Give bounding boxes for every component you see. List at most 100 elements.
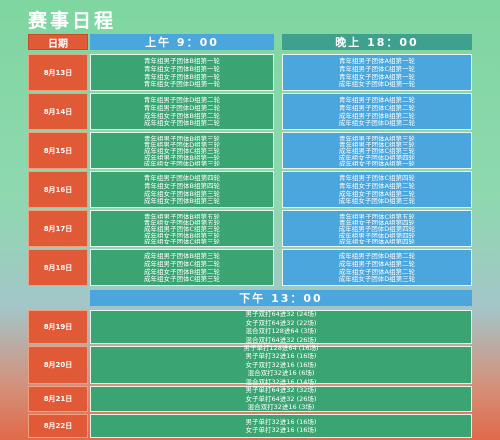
match-line: 男子单打32进16 (16场) xyxy=(245,417,317,426)
match-line: 青年组女子团体D组第一轮 xyxy=(143,80,221,88)
date-cell: 8月17日 xyxy=(28,210,88,247)
match-line: 成年组女子团体B组第三轮 xyxy=(144,231,220,238)
match-line: 青年组男子团体C组第五轮 xyxy=(338,213,416,220)
match-line: 女子单打32进16 (16场) xyxy=(245,426,317,434)
morning-cell: 成年组男子团体B组第三轮 成年组男子团体C组第二轮 成年组女子团体B组第二轮 成年组女… xyxy=(90,249,274,286)
match-line: 青年组女子团体B组第一轮 xyxy=(144,72,220,81)
morning-cell: 青年组男子团体B组第一轮 青年组女子团体B组第一轮 青年组女子团体B组第一轮 青年组女… xyxy=(90,54,274,91)
match-line: 成年组女子团体A组第四轮 xyxy=(339,237,415,245)
match-line: 青年组女子团体A组第一轮 xyxy=(339,72,415,81)
match-line: 成年组女子团体D组第一轮 xyxy=(338,80,416,88)
match-line: 成年组女子团体B组第二轮 xyxy=(144,119,220,127)
afternoon-row: 8月19日 男子双打64进32 (24场) 女子双打64进32 (22场) 混合双打1… xyxy=(28,310,472,344)
date-cell: 8月22日 xyxy=(28,414,88,438)
evening-cell: 青年组男子团体C组第五轮 青年组女子团体A组第四轮 成年组男子团体D组第四轮 成年组男… xyxy=(282,210,472,247)
match-line: 青年组男子团体D组第三轮 xyxy=(143,141,221,148)
match-line: 成年组女子团体B组第二轮 xyxy=(144,111,220,120)
match-line: 混合双打32进16 (6场) xyxy=(247,369,315,378)
match-line: 成年组女子团体A组第二轮 xyxy=(339,189,415,198)
match-line: 女子双打64进32 (22场) xyxy=(245,318,317,327)
match-line: 女子双打32进16 (16场) xyxy=(245,360,317,369)
match-line: 青年组男子团体B组第五轮 xyxy=(144,213,220,220)
date-cell: 8月13日 xyxy=(28,54,88,91)
afternoon-cell: 男子单打32进16 (16场) 女子单打32进16 (16场) xyxy=(90,414,472,438)
match-line: 成年组女子团体D组第三轮 xyxy=(338,197,416,205)
match-line: 青年组男子团体A组第三轮 xyxy=(339,135,415,142)
evening-cell: 青年组男子团体C组第四轮 青年组女子团体A组第二轮 成年组女子团体A组第二轮 成年组女… xyxy=(282,171,472,208)
date-cell: 8月21日 xyxy=(28,386,88,412)
match-line: 成年组女子团体A组第一轮 xyxy=(339,159,415,167)
match-line: 混合双打64进32 (26场) xyxy=(245,335,317,344)
schedule-table: 日期 上午 9：00 晚上 18：00 8月13日 青年组男子团体B组第一轮 青年组… xyxy=(28,34,472,438)
schedule-row: 8月18日 成年组男子团体B组第三轮 成年组男子团体C组第二轮 成年组女子团体B组第二… xyxy=(28,249,472,286)
afternoon-row: 8月20日 男子单打128进64 (16场) 男子单打32进16 (16场) 女子双打… xyxy=(28,343,472,386)
match-line: 男子单打32进16 (16场) xyxy=(245,352,317,361)
match-line: 男子单打64进32 (32场) xyxy=(245,386,317,395)
afternoon-cell: 男子单打64进32 (32场) 女子单打64进32 (26场) 混合双打32进16 … xyxy=(90,386,472,412)
match-line: 青年组男子团体B组第一轮 xyxy=(144,57,220,65)
header-evening: 晚上 18：00 xyxy=(282,34,472,50)
morning-cell: 青年组男子团体D组第四轮 青年组女子团体B组第四轮 成年组女子团体B组第三轮 成年组女… xyxy=(90,171,274,208)
match-line: 成年组男子团体C组第三轮 xyxy=(338,147,416,154)
match-line: 青年组男子团体C组第二轮 xyxy=(338,103,416,112)
match-line: 青年组女子团体A组第二轮 xyxy=(339,181,415,190)
match-line: 男子单打128进64 (16场) xyxy=(243,343,319,352)
match-line: 成年组女子团体C组第三轮 xyxy=(143,275,221,283)
date-cell: 8月16日 xyxy=(28,171,88,208)
schedule-row: 8月14日 青年组男子团体D组第二轮 青年组男子团体D组第二轮 成年组女子团体B组第二… xyxy=(28,93,472,130)
date-cell: 8月19日 xyxy=(28,310,88,344)
match-line: 成年组女子团体B组第二轮 xyxy=(144,267,220,276)
match-line: 成年组男子团体B组第二轮 xyxy=(339,111,415,120)
match-line: 男子双打64进32 (24场) xyxy=(245,310,317,318)
afternoon-row: 8月21日 男子单打64进32 (32场) 女子单打64进32 (26场) 混合双打3… xyxy=(28,386,472,412)
match-line: 成年组男子团体A组第二轮 xyxy=(339,259,415,268)
match-line: 青年组男子团体C组第三轮 xyxy=(338,141,416,148)
match-line: 成年组男子团体D组第二轮 xyxy=(338,252,416,260)
schedule-row: 8月17日 青年组男子团体B组第五轮 青年组女子团体D组第五轮 成年组男子团体C组第三… xyxy=(28,210,472,247)
evening-cell: 青年组男子团体A组第三轮 青年组男子团体C组第三轮 成年组男子团体C组第三轮 成年组女… xyxy=(282,132,472,169)
match-line: 成年组女子团体B组第三轮 xyxy=(144,197,220,205)
morning-cell: 青年组男子团体B组第三轮 青年组男子团体D组第三轮 成年组女子团体C组第三轮 成年组男… xyxy=(90,132,274,169)
date-cell: 8月14日 xyxy=(28,93,88,130)
match-line: 成年组男子团体C组第三轮 xyxy=(143,225,221,232)
match-line: 青年组男子团体A组第二轮 xyxy=(339,96,415,104)
evening-cell: 青年组男子团体A组第二轮 青年组男子团体C组第二轮 成年组男子团体B组第二轮 成年组女… xyxy=(282,93,472,130)
match-line: 成年组男子团体D组第四轮 xyxy=(338,231,416,238)
match-line: 青年组女子团体B组第四轮 xyxy=(144,181,220,190)
match-line: 青年组男子团体A组第一轮 xyxy=(339,57,415,65)
match-line: 成年组女子团体A组第二轮 xyxy=(339,267,415,276)
date-cell: 8月15日 xyxy=(28,132,88,169)
morning-cell: 青年组男子团体D组第二轮 青年组男子团体D组第二轮 成年组女子团体B组第二轮 成年组女… xyxy=(90,93,274,130)
match-line: 成年组女子团体B组第三轮 xyxy=(144,189,220,198)
header-morning: 上午 9：00 xyxy=(90,34,274,50)
match-line: 混合双打32进16 (14场) xyxy=(245,377,317,386)
morning-cell: 青年组男子团体B组第五轮 青年组女子团体D组第五轮 成年组男子团体C组第三轮 成年组女… xyxy=(90,210,274,247)
match-line: 青年组男子团体D组第二轮 xyxy=(143,96,221,104)
match-line: 成年组女子团体D组第四轮 xyxy=(338,153,416,160)
match-line: 成年组女子团体D组第二轮 xyxy=(338,119,416,127)
afternoon-cell: 男子双打64进32 (24场) 女子双打64进32 (22场) 混合双打128进64… xyxy=(90,310,472,344)
match-line: 成年组女子团体D组第三轮 xyxy=(338,275,416,283)
afternoon-cell: 男子单打128进64 (16场) 男子单打32进16 (16场) 女子双打32进16… xyxy=(90,343,472,386)
match-line: 成年组男子团体D组第四轮 xyxy=(338,225,416,232)
page-title: 赛事日程 xyxy=(28,10,117,32)
match-line: 青年组女子团体A组第四轮 xyxy=(339,219,415,226)
match-line: 青年组男子团体D组第二轮 xyxy=(143,103,221,112)
evening-cell: 青年组男子团体A组第一轮 青年组男子团体C组第一轮 青年组女子团体A组第一轮 成年组女… xyxy=(282,54,472,91)
afternoon-row: 8月22日 男子单打32进16 (16场) 女子单打32进16 (16场) xyxy=(28,414,472,438)
match-line: 青年组男子团体C组第四轮 xyxy=(338,174,416,182)
match-line: 成年组女子团体D组第三轮 xyxy=(143,159,221,167)
match-line: 女子单打64进32 (26场) xyxy=(245,394,317,403)
evening-cell: 成年组男子团体D组第二轮 成年组男子团体A组第二轮 成年组女子团体A组第二轮 成年组女… xyxy=(282,249,472,286)
match-line: 成年组男子团体B组第一轮 xyxy=(144,153,220,160)
schedule-row: 8月15日 青年组男子团体B组第三轮 青年组男子团体D组第三轮 成年组女子团体C组第三… xyxy=(28,132,472,169)
match-line: 青年组男子团体B组第三轮 xyxy=(144,135,220,142)
match-line: 混合双打128进64 (3场) xyxy=(245,327,317,335)
match-line: 成年组女子团体C组第三轮 xyxy=(143,237,221,245)
match-line: 混合双打32进16 (3场) xyxy=(247,403,315,412)
match-line: 成年组男子团体C组第二轮 xyxy=(143,259,221,268)
match-line: 青年组女子团体B组第一轮 xyxy=(144,64,220,73)
match-line: 青年组男子团体D组第四轮 xyxy=(143,174,221,182)
match-line: 青年组男子团体C组第一轮 xyxy=(338,64,416,73)
match-line: 成年组女子团体C组第三轮 xyxy=(143,147,221,154)
